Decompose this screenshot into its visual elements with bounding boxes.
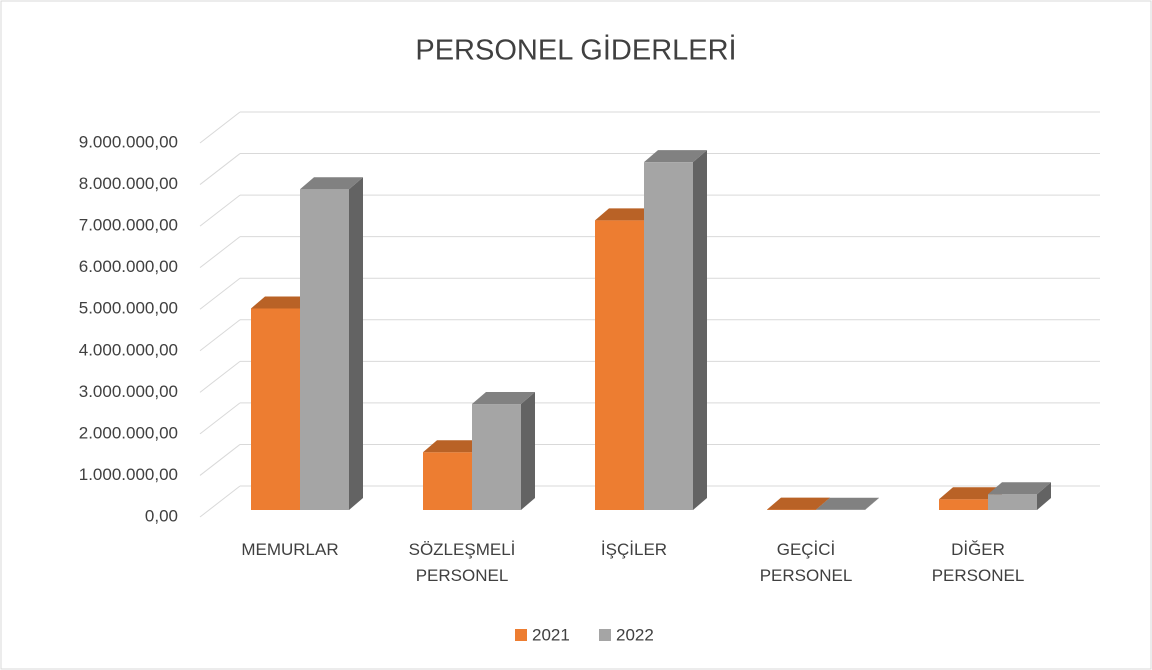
bar-top: [595, 208, 658, 221]
x-tick-label: DİĞER PERSONEL: [931, 540, 1025, 585]
y-tick-label: 1.000.000,00: [79, 465, 178, 484]
bar-top: [939, 487, 1002, 500]
bar-front: [423, 452, 472, 510]
bar-front: [472, 404, 521, 510]
bar-top: [816, 497, 879, 510]
bar-side: [1037, 482, 1051, 510]
bar-side: [521, 392, 535, 510]
y-tick-label: 9.000.000,00: [79, 132, 178, 151]
y-tick-label: 5.000.000,00: [79, 299, 178, 318]
legend-label: 2022: [616, 625, 654, 644]
bar-front: [939, 499, 988, 510]
bar-side: [349, 177, 363, 511]
bar-top: [300, 177, 363, 190]
bar-top: [644, 150, 707, 163]
bar-side: [693, 150, 707, 510]
y-tick-label: 4.000.000,00: [79, 340, 178, 359]
legend-swatch: [599, 629, 611, 641]
x-tick-label: MEMURLAR: [241, 540, 339, 559]
grid-line-side: [199, 485, 241, 518]
bar-front: [595, 220, 644, 510]
x-tick-label: SÖZLEŞMELİ PERSONEL: [408, 540, 516, 585]
bar-top: [988, 482, 1051, 495]
grid-line-side: [199, 111, 241, 144]
bar-front: [644, 162, 693, 510]
y-tick-label: 2.000.000,00: [79, 423, 178, 442]
bar-top: [472, 392, 535, 405]
grid-line-side: [199, 153, 241, 185]
bar-side: [865, 497, 879, 510]
x-tick-label: GEÇİCİ PERSONEL: [759, 540, 853, 585]
grid-line-side: [199, 360, 241, 393]
y-tick-label: 3.000.000,00: [79, 382, 178, 401]
bar-front: [300, 189, 349, 511]
grid-line-side: [199, 444, 241, 476]
bar-front: [251, 308, 300, 510]
grid-line-side: [199, 277, 241, 310]
bar-top: [423, 440, 486, 453]
bar-top: [251, 296, 314, 309]
y-tick-label: 8.000.000,00: [79, 174, 178, 193]
grid-line-side: [199, 402, 241, 435]
y-tick-label: 0,00: [145, 506, 178, 525]
y-tick-label: 6.000.000,00: [79, 257, 178, 276]
grid-line-side: [199, 319, 241, 352]
y-tick-label: 7.000.000,00: [79, 216, 178, 235]
bar-top: [767, 497, 830, 510]
bar-front: [988, 494, 1037, 510]
x-tick-label: İŞÇİLER: [600, 540, 668, 559]
grid-line-side: [199, 236, 241, 269]
grid-line-side: [199, 194, 241, 227]
legend-swatch: [515, 629, 527, 641]
chart-title: PERSONEL GİDERLERİ: [415, 34, 736, 67]
legend-label: 2021: [532, 625, 570, 644]
